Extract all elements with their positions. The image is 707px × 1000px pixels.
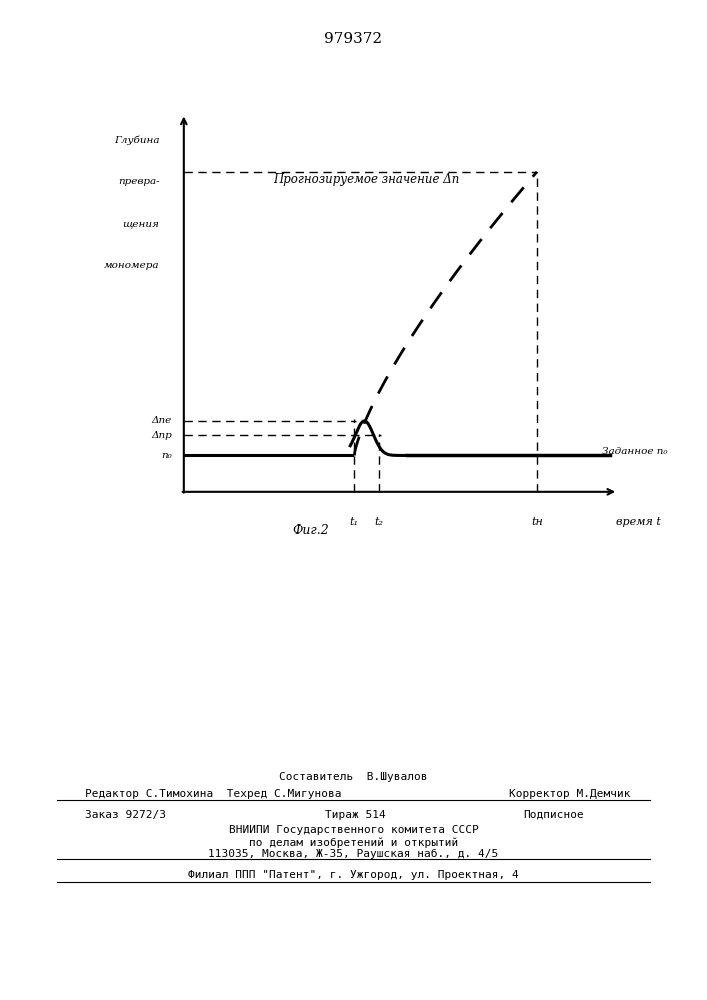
Text: tн: tн — [531, 517, 543, 527]
Text: превра-: превра- — [118, 177, 160, 186]
Text: Корректор М.Демчик: Корректор М.Демчик — [509, 789, 631, 799]
Text: n₀: n₀ — [161, 451, 172, 460]
Text: 979372: 979372 — [325, 32, 382, 46]
Text: Филиал ППП "Патент", г. Ужгород, ул. Проектная, 4: Филиал ППП "Патент", г. Ужгород, ул. Про… — [188, 870, 519, 880]
Text: Δпр: Δпр — [151, 431, 172, 440]
Text: Прогнозируемое значение Δп: Прогнозируемое значение Δп — [273, 173, 460, 186]
Text: по делам изобретений и открытий: по делам изобретений и открытий — [249, 837, 458, 848]
Text: Фиг.2: Фиг.2 — [293, 524, 329, 537]
Text: 113035, Москва, Ж-35, Раушская наб., д. 4/5: 113035, Москва, Ж-35, Раушская наб., д. … — [209, 849, 498, 859]
Text: Составитель  В.Шувалов: Составитель В.Шувалов — [279, 772, 428, 782]
Text: мономера: мономера — [104, 261, 160, 270]
Text: Редактор С.Тимохина  Техред С.Мигунова: Редактор С.Тимохина Техред С.Мигунова — [85, 789, 341, 799]
Text: Δпе: Δпе — [151, 416, 172, 425]
Text: Заказ 9272/3: Заказ 9272/3 — [85, 810, 166, 820]
Text: щения: щения — [122, 219, 160, 228]
Text: Подписное: Подписное — [523, 810, 584, 820]
Text: ВНИИПИ Государственного комитета СССР: ВНИИПИ Государственного комитета СССР — [228, 825, 479, 835]
Text: Глубина: Глубина — [114, 135, 160, 145]
Text: Заданное n₀: Заданное n₀ — [602, 447, 667, 456]
Text: Тираж 514: Тираж 514 — [325, 810, 386, 820]
Text: t₁: t₁ — [350, 517, 358, 527]
Text: t₂: t₂ — [374, 517, 383, 527]
Text: время t: время t — [616, 517, 661, 527]
